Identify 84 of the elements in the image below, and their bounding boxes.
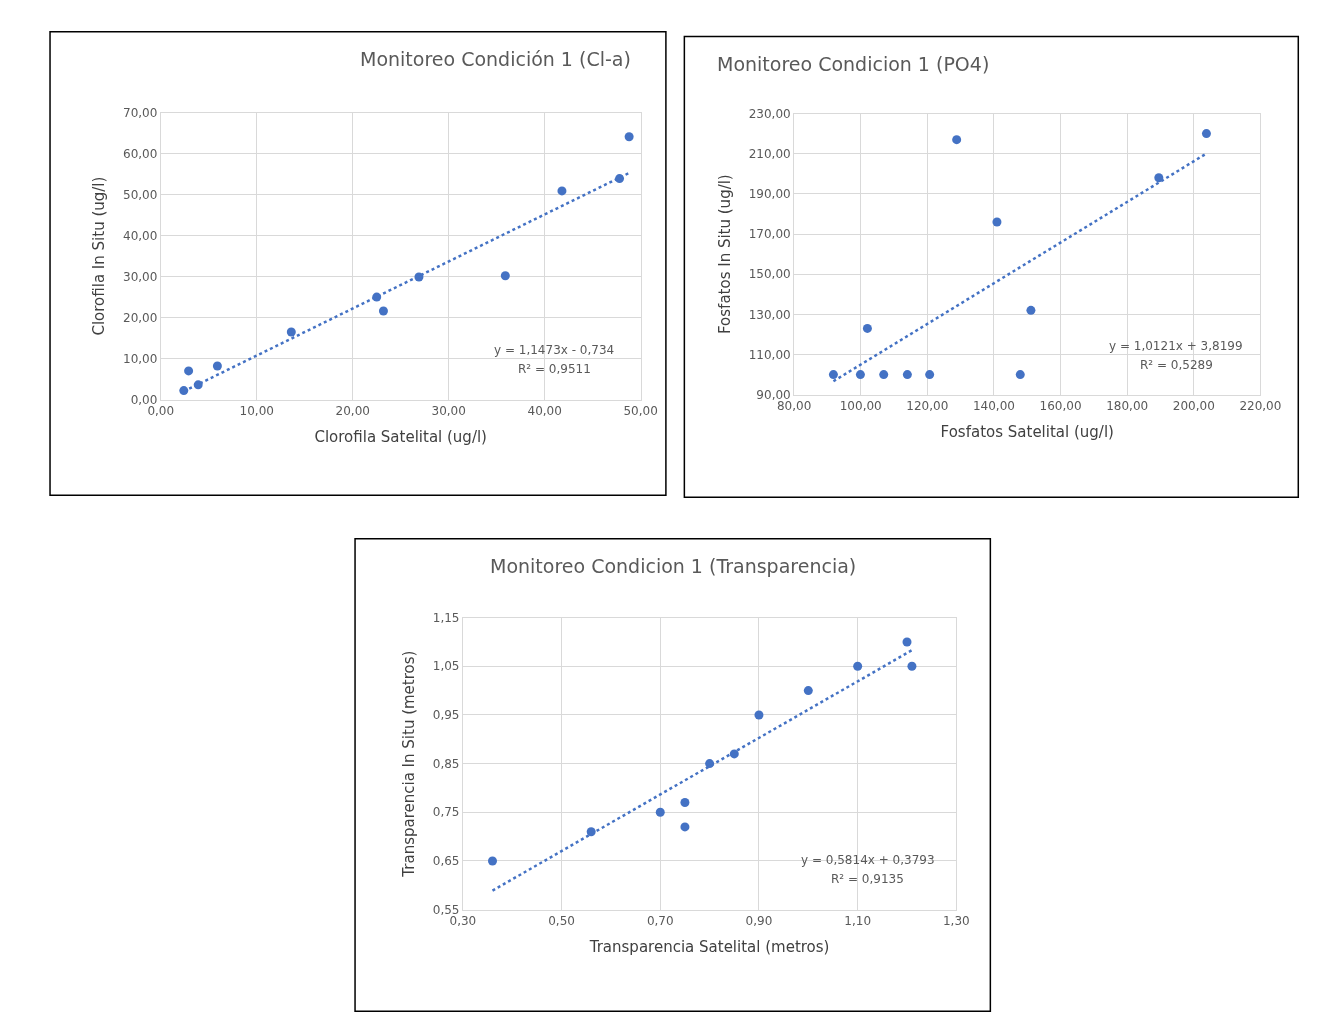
- x-tick-label: 10,00: [239, 404, 274, 419]
- point: [680, 798, 690, 808]
- x-tick-label: 120,00: [906, 399, 949, 414]
- y-tick-label: 30,00: [123, 269, 158, 284]
- annotation: R² = 0,9511: [518, 362, 591, 376]
- point: [500, 271, 510, 281]
- x-tick-label: 180,00: [1106, 399, 1149, 414]
- annotation: y = 1,0121x + 3,8199: [1109, 339, 1243, 353]
- x-tick-label: 0,30: [449, 914, 477, 929]
- y-tick-label: 170,00: [748, 227, 791, 242]
- y-tick-label: 0,75: [432, 805, 460, 820]
- x-tick-label: 160,00: [1039, 399, 1082, 414]
- x-tick-label: 50,00: [623, 404, 658, 419]
- annotation: R² = 0,9135: [831, 872, 904, 886]
- y-tick-label: 40,00: [123, 228, 158, 243]
- x-tick-label: 0,00: [147, 404, 175, 419]
- point: [557, 186, 567, 196]
- annotation: R² = 0,5289: [1140, 358, 1213, 372]
- y-tick-label: 110,00: [748, 347, 791, 362]
- x-axis-title: Transparencia Satelital (metros): [588, 938, 830, 957]
- x-tick-label: 200,00: [1172, 399, 1215, 414]
- y-tick-label: 50,00: [123, 187, 158, 202]
- point: [853, 661, 863, 671]
- y-tick-label: 230,00: [748, 106, 791, 121]
- x-tick-label: 220,00: [1239, 399, 1282, 414]
- annotation: y = 1,1473x - 0,734: [494, 343, 615, 357]
- y-tick-label: 130,00: [748, 307, 791, 322]
- x-tick-label: 20,00: [335, 404, 370, 419]
- x-tick-label: 0,50: [548, 914, 575, 929]
- x-axis-title: Clorofila Satelital (ug/l): [314, 428, 487, 447]
- y-tick-label: 190,00: [748, 187, 791, 202]
- y-tick-label: 0,95: [432, 708, 460, 723]
- y-tick-label: 0,65: [432, 854, 460, 869]
- y-tick-label: 1,05: [432, 659, 460, 674]
- y-tick-label: 210,00: [748, 146, 791, 161]
- chart-title: Monitoreo Condicion 1 (PO4): [717, 53, 990, 75]
- y-axis-title: Transparencia In Situ (metros): [400, 650, 419, 878]
- y-tick-label: 60,00: [123, 146, 158, 161]
- point: [855, 370, 865, 380]
- x-tick-label: 1,10: [844, 914, 872, 929]
- point: [487, 856, 497, 866]
- point: [184, 366, 194, 376]
- chart-title: Monitoreo Condicion 1 (Transparencia): [490, 555, 857, 577]
- point: [212, 361, 222, 371]
- point: [1015, 370, 1025, 380]
- point: [286, 327, 296, 337]
- y-tick-label: 0,85: [432, 756, 460, 771]
- point: [907, 661, 917, 671]
- point: [902, 637, 912, 647]
- point: [828, 370, 838, 380]
- y-tick-label: 90,00: [756, 387, 791, 402]
- x-tick-label: 100,00: [839, 399, 882, 414]
- y-tick-label: 1,15: [432, 610, 460, 625]
- x-tick-label: 1,30: [942, 914, 970, 929]
- point: [680, 822, 690, 832]
- point: [655, 807, 665, 817]
- point: [1201, 129, 1211, 139]
- y-tick-label: 150,00: [748, 267, 791, 282]
- point: [803, 686, 813, 696]
- x-tick-label: 0,90: [745, 914, 773, 929]
- x-axis-title: Fosfatos Satelital (ug/l): [940, 423, 1114, 442]
- y-tick-label: 10,00: [123, 351, 158, 366]
- point: [1154, 173, 1164, 183]
- point: [1026, 305, 1036, 315]
- point: [754, 710, 764, 720]
- point: [952, 135, 962, 145]
- chart-title: Monitoreo Condición 1 (Cl-a): [360, 48, 631, 70]
- point: [378, 306, 388, 316]
- x-tick-label: 0,70: [646, 914, 674, 929]
- x-tick-label: 80,00: [776, 399, 812, 414]
- y-tick-label: 20,00: [123, 310, 158, 325]
- point: [925, 370, 935, 380]
- y-axis-title: Fosfatos In Situ (ug/l): [715, 174, 734, 334]
- point: [879, 370, 889, 380]
- annotation: y = 0,5814x + 0,3793: [801, 853, 935, 867]
- x-tick-label: 40,00: [527, 404, 562, 419]
- point: [992, 217, 1002, 227]
- point: [624, 132, 634, 142]
- point: [862, 323, 872, 333]
- point: [902, 370, 912, 380]
- x-tick-label: 140,00: [972, 399, 1015, 414]
- y-tick-label: 0,55: [432, 902, 460, 917]
- y-tick-label: 70,00: [123, 105, 158, 120]
- y-axis-title: Clorofila In Situ (ug/l): [90, 176, 109, 336]
